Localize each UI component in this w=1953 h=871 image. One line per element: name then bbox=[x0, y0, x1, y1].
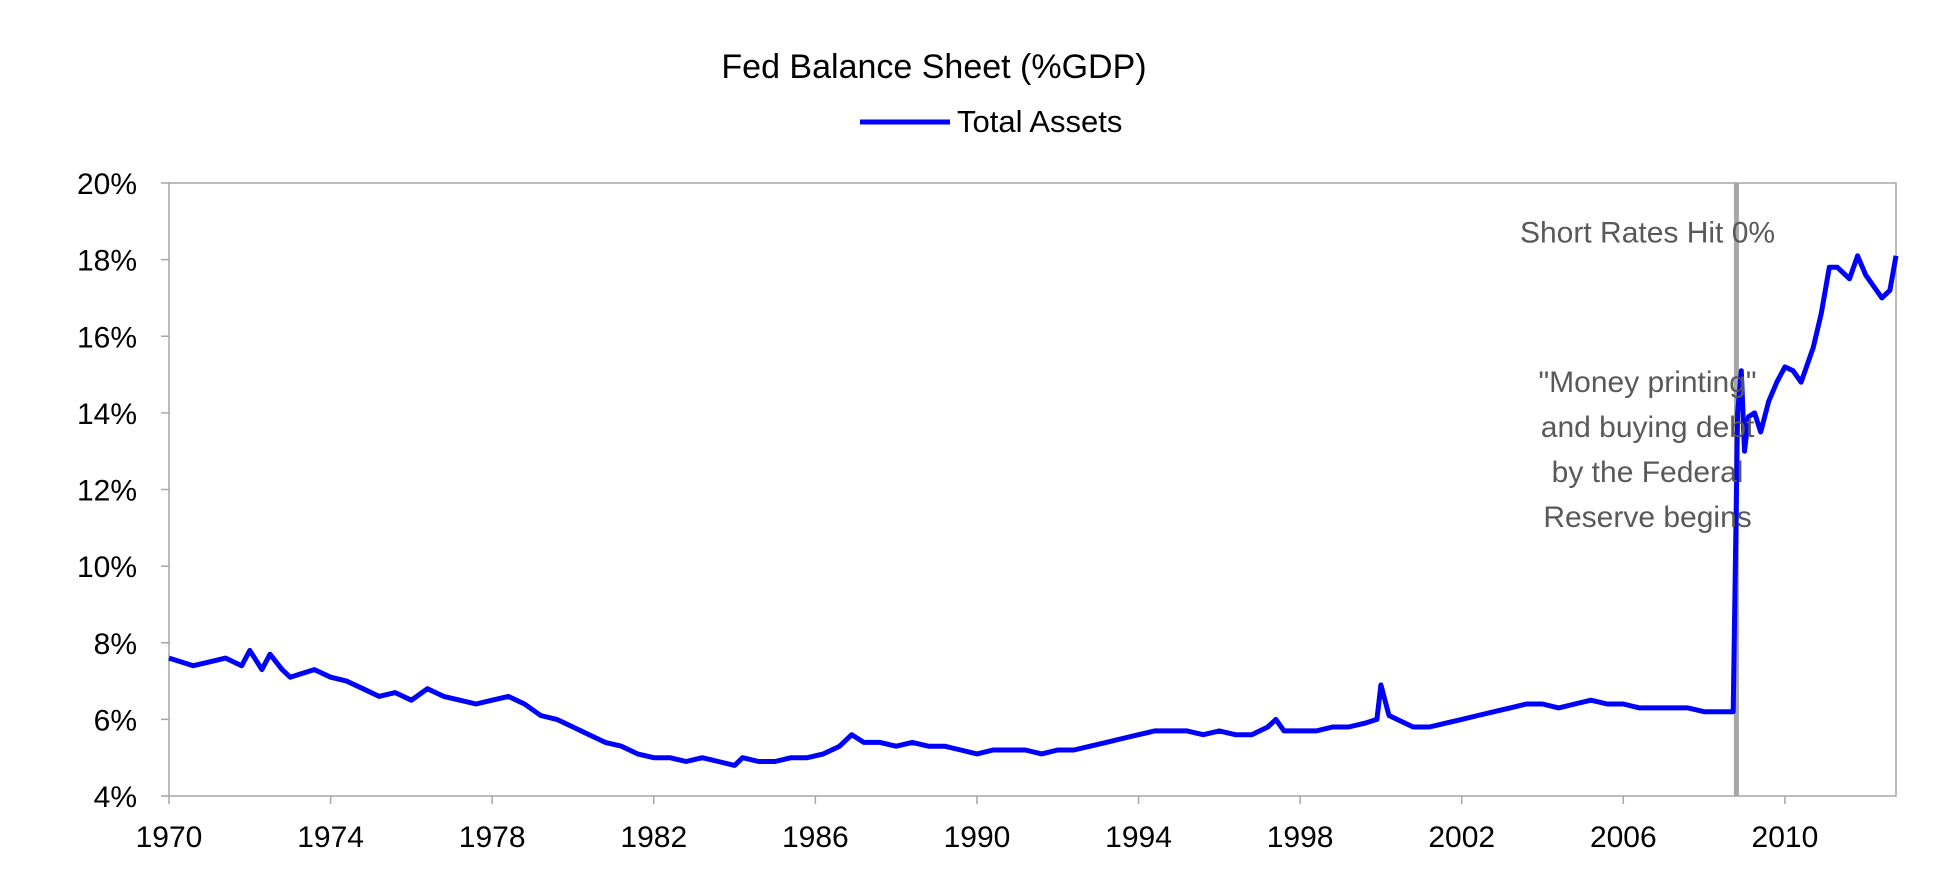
x-tick-label: 1982 bbox=[620, 821, 687, 854]
x-tick-label: 1998 bbox=[1267, 821, 1334, 854]
y-tick-label: 4% bbox=[94, 781, 137, 814]
y-tick-label: 8% bbox=[94, 628, 137, 661]
legend: Total Assets bbox=[860, 104, 1122, 139]
series-points bbox=[168, 255, 1897, 766]
x-tick-label: 2006 bbox=[1590, 821, 1657, 854]
series-line-total-assets bbox=[168, 253, 1899, 768]
annotation-short-rates: Short Rates Hit 0% bbox=[1520, 216, 1775, 249]
y-axis: 4% 6% 8% 10% 12% 14% 16% 18% 20% bbox=[77, 168, 169, 814]
annotation-line: Reserve begins bbox=[1543, 501, 1751, 534]
y-tick-label: 10% bbox=[77, 551, 137, 584]
x-tick-label: 2002 bbox=[1428, 821, 1495, 854]
annotation-line: and buying debt bbox=[1541, 411, 1755, 444]
x-tick-label: 1978 bbox=[459, 821, 526, 854]
y-tick-label: 6% bbox=[94, 704, 137, 737]
x-tick-label: 1994 bbox=[1105, 821, 1172, 854]
y-tick-label: 16% bbox=[77, 321, 137, 354]
y-tick-label: 18% bbox=[77, 245, 137, 278]
legend-label-total-assets: Total Assets bbox=[957, 104, 1122, 139]
annotation-line: by the Federal bbox=[1552, 456, 1744, 489]
x-tick-label: 2010 bbox=[1752, 821, 1819, 854]
annotation-money-printing: "Money printing" and buying debt by the Fe… bbox=[1539, 366, 1757, 534]
x-tick-label: 1974 bbox=[297, 821, 364, 854]
annotation-line: "Money printing" bbox=[1539, 366, 1757, 399]
y-tick-label: 14% bbox=[77, 398, 137, 431]
x-tick-label: 1990 bbox=[944, 821, 1011, 854]
y-tick-label: 20% bbox=[77, 168, 137, 201]
x-axis: 1970 1974 1978 1982 1986 1990 1994 1998 2002 2006… bbox=[136, 796, 1819, 854]
x-tick-label: 1970 bbox=[136, 821, 203, 854]
chart-title: Fed Balance Sheet (%GDP) bbox=[721, 48, 1146, 86]
plot-area bbox=[168, 182, 1897, 797]
x-tick-label: 1986 bbox=[782, 821, 849, 854]
y-tick-label: 12% bbox=[77, 475, 137, 508]
